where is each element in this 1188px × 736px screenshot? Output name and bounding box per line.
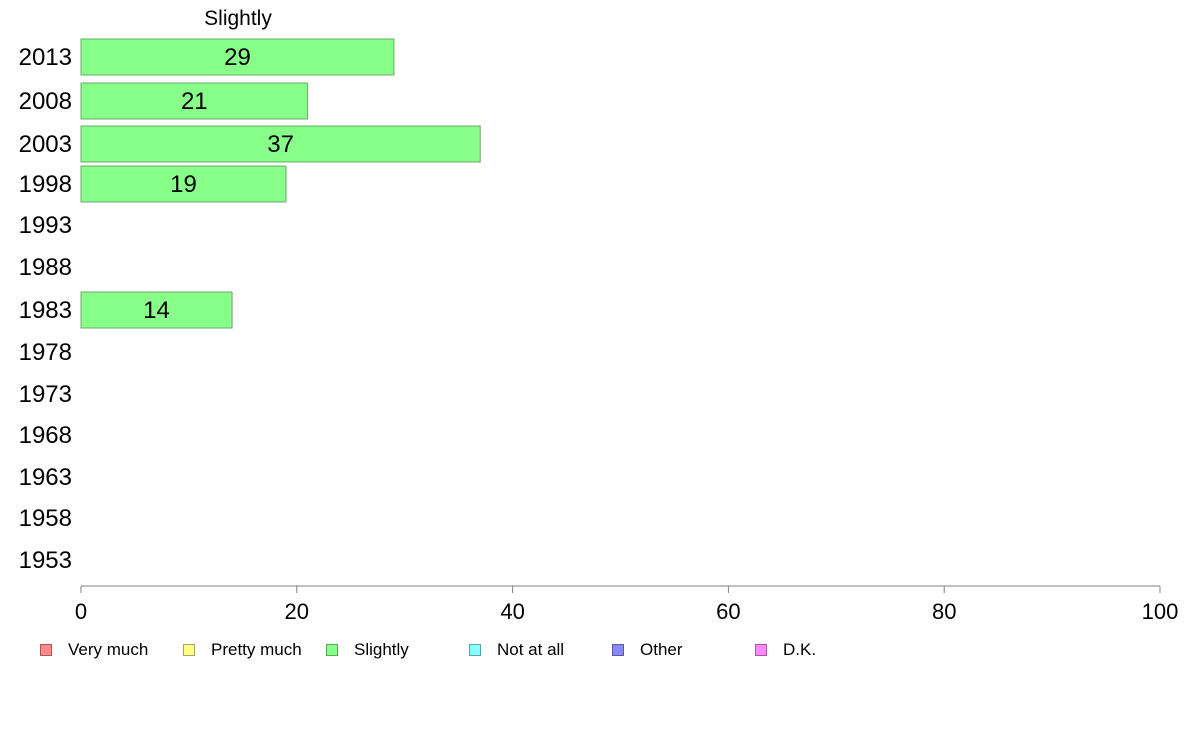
category-label: 2013 <box>19 44 72 71</box>
bar-value-label: 14 <box>143 297 170 324</box>
category-label: 1993 <box>19 212 72 239</box>
x-tick-label: 20 <box>285 599 309 624</box>
legend-label: Not at all <box>497 640 565 659</box>
legend-item: Slightly <box>326 636 409 664</box>
category-label: 1973 <box>19 381 72 408</box>
bar <box>80 291 233 329</box>
legend-swatch <box>183 644 195 656</box>
legend-label: Slightly <box>354 640 409 659</box>
x-tick-label: 80 <box>932 599 956 624</box>
bar-value-label: 19 <box>170 171 197 198</box>
legend: Very much Pretty much Slightly Not at all Ot… <box>0 636 1188 666</box>
legend-label: Pretty much <box>211 640 302 659</box>
legend-swatch <box>612 644 624 656</box>
x-tick-label: 100 <box>1142 599 1179 624</box>
category-label: 2008 <box>19 88 72 115</box>
bar-value-label: 21 <box>181 88 208 115</box>
bar <box>80 82 309 120</box>
category-label: 1983 <box>19 297 72 324</box>
chart-svg: Slightly 29 21 37 19 14 2013 2008 2003 1998 1993… <box>19 7 1179 624</box>
bar <box>80 165 287 203</box>
x-axis-ticks: 0 20 40 60 80 100 <box>75 586 1178 624</box>
bar-value-label: 29 <box>224 44 251 71</box>
bar-value-label: 37 <box>267 131 294 158</box>
legend-item: Not at all <box>469 636 564 664</box>
legend-item: Other <box>612 636 683 664</box>
category-label: 1953 <box>19 547 72 574</box>
legend-item: D.K. <box>755 636 816 664</box>
legend-label: Other <box>640 640 683 659</box>
legend-label: Very much <box>68 640 149 659</box>
legend-label: D.K. <box>783 640 817 659</box>
category-label: 1978 <box>19 339 72 366</box>
bar <box>80 38 395 76</box>
category-label: 1963 <box>19 464 72 491</box>
category-label: 1958 <box>19 505 72 532</box>
category-labels: 2013 2008 2003 1998 1993 1988 1983 1978 1973 1968… <box>19 44 72 574</box>
bars-layer: 29 21 37 19 14 <box>80 38 481 329</box>
bar <box>80 125 481 163</box>
legend-swatch <box>755 644 767 656</box>
category-label: 2003 <box>19 131 72 158</box>
category-label: 1968 <box>19 422 72 449</box>
legend-swatch <box>469 644 481 656</box>
chart-title: Slightly <box>204 7 272 30</box>
legend-item: Pretty much <box>183 636 302 664</box>
x-tick-label: 40 <box>500 599 524 624</box>
x-tick-label: 0 <box>75 599 87 624</box>
category-label: 1998 <box>19 171 72 198</box>
legend-swatch <box>40 644 52 656</box>
x-tick-label: 60 <box>716 599 740 624</box>
category-label: 1988 <box>19 254 72 281</box>
legend-swatch <box>326 644 338 656</box>
legend-item: Very much <box>40 636 148 664</box>
